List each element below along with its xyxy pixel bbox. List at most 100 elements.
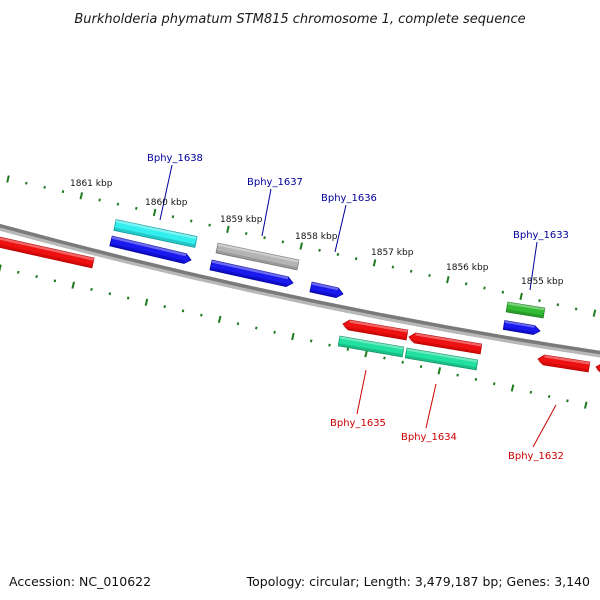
leader-bphy-1637 (261, 188, 272, 237)
tick-inner (419, 365, 423, 369)
tick-outer (592, 309, 597, 317)
tick-outer (43, 185, 46, 189)
tick-outer (152, 208, 157, 217)
tick-inner (181, 309, 185, 313)
tick-inner (456, 373, 459, 377)
tick-outer (263, 236, 266, 240)
label-bphy-1633[interactable]: Bphy_1633 (513, 230, 569, 241)
tick-inner (126, 296, 130, 300)
gene-red-1635[interactable] (342, 319, 409, 341)
tick-inner (492, 382, 496, 386)
tick-outer (409, 269, 413, 273)
label-bphy-1636[interactable]: Bphy_1636 (321, 193, 377, 204)
tick-inner (401, 360, 404, 364)
kbp-label-1855: 1855 kbp (521, 277, 564, 287)
tick-inner (236, 322, 240, 326)
tick-outer (464, 282, 468, 286)
kbp-label-1857: 1857 kbp (371, 248, 414, 258)
tick-inner (566, 399, 569, 403)
leader-bphy-1634 (425, 383, 437, 429)
gene-blue-b[interactable] (209, 259, 294, 288)
label-bphy-1637[interactable]: Bphy_1637 (247, 177, 303, 188)
tick-inner (291, 332, 295, 341)
label-bphy-1638[interactable]: Bphy_1638 (147, 153, 203, 164)
tick-outer (226, 225, 230, 233)
gene-red-left[interactable] (0, 236, 95, 269)
gene-blue-1636[interactable] (309, 281, 344, 299)
tick-inner (510, 384, 515, 392)
tick-outer (501, 290, 505, 294)
gene-blue-a[interactable] (109, 235, 192, 264)
leader-bphy-1633 (529, 241, 538, 291)
tick-inner (17, 270, 20, 274)
kbp-label-1861: 1861 kbp (70, 179, 113, 189)
gene-labels: Bphy_1638 Bphy_1637 Bphy_1636 Bphy_1633 … (147, 153, 569, 462)
tick-outer (135, 206, 138, 210)
leader-bphy-1636 (334, 204, 347, 253)
gene-green-1633[interactable] (505, 301, 546, 319)
label-bphy-1635[interactable]: Bphy_1635 (330, 418, 386, 429)
tick-outer (428, 273, 431, 277)
gene-red-1632[interactable] (537, 354, 591, 373)
label-leaders (159, 164, 557, 448)
gene-red-1634[interactable] (408, 332, 483, 355)
kbp-label-1858: 1858 kbp (295, 232, 338, 242)
tick-inner (364, 350, 368, 358)
leader-bphy-1635 (356, 369, 367, 415)
gene-grey-1637[interactable] (215, 242, 300, 271)
tick-outer (519, 292, 523, 301)
tick-inner (437, 367, 442, 375)
tick-marks (0, 175, 597, 409)
map-title: Burkholderia phymatum STM815 chromosome … (74, 12, 525, 27)
label-bphy-1632[interactable]: Bphy_1632 (508, 451, 564, 462)
tick-outer (336, 252, 340, 256)
gene-cyan-1638[interactable] (113, 219, 198, 248)
tick-outer (171, 215, 175, 219)
tick-outer (556, 303, 560, 307)
tick-outer (6, 175, 10, 183)
gene-aqua-1634[interactable] (404, 347, 479, 371)
tick-outer (79, 192, 84, 200)
tick-inner (474, 377, 478, 381)
tick-outer (116, 202, 120, 206)
kbp-label-1860: 1860 kbp (145, 198, 188, 208)
leader-bphy-1632 (532, 404, 557, 448)
tick-inner (346, 347, 350, 351)
gene-aqua-1635[interactable] (337, 335, 405, 358)
tick-outer (446, 276, 450, 284)
tick-inner (383, 356, 386, 360)
tick-outer (391, 265, 395, 269)
tick-inner (90, 287, 93, 291)
tick-inner (144, 298, 149, 306)
tick-outer (483, 286, 486, 290)
tick-inner (35, 275, 38, 279)
gene-red-edge[interactable] (595, 363, 600, 375)
tick-outer (244, 232, 248, 236)
tick-inner (328, 343, 331, 347)
tick-inner (0, 264, 2, 272)
tick-inner (255, 326, 258, 330)
tick-outer (372, 259, 377, 267)
tick-inner (53, 279, 57, 283)
tick-inner (217, 315, 222, 324)
tick-inner (547, 395, 551, 399)
tick-inner (309, 339, 313, 343)
tick-outer (318, 248, 321, 252)
tick-outer (189, 219, 193, 223)
tick-inner (108, 292, 112, 296)
label-bphy-1634[interactable]: Bphy_1634 (401, 432, 457, 443)
kbp-labels: 1861 kbp 1860 kbp 1859 kbp 1858 kbp 1857… (70, 179, 564, 287)
tick-outer (354, 257, 358, 261)
backbone (0, 223, 600, 355)
tick-outer (98, 198, 101, 202)
leader-bphy-1638 (159, 164, 173, 221)
tick-inner (163, 305, 167, 309)
tick-outer (538, 299, 541, 303)
accession-text: Accession: NC_010622 (9, 574, 152, 589)
tick-outer (61, 190, 65, 194)
kbp-label-1856: 1856 kbp (446, 263, 489, 273)
tick-inner (200, 313, 203, 317)
tick-outer (208, 223, 211, 227)
gene-blue-1633[interactable] (502, 320, 541, 335)
tick-outer (574, 307, 578, 311)
